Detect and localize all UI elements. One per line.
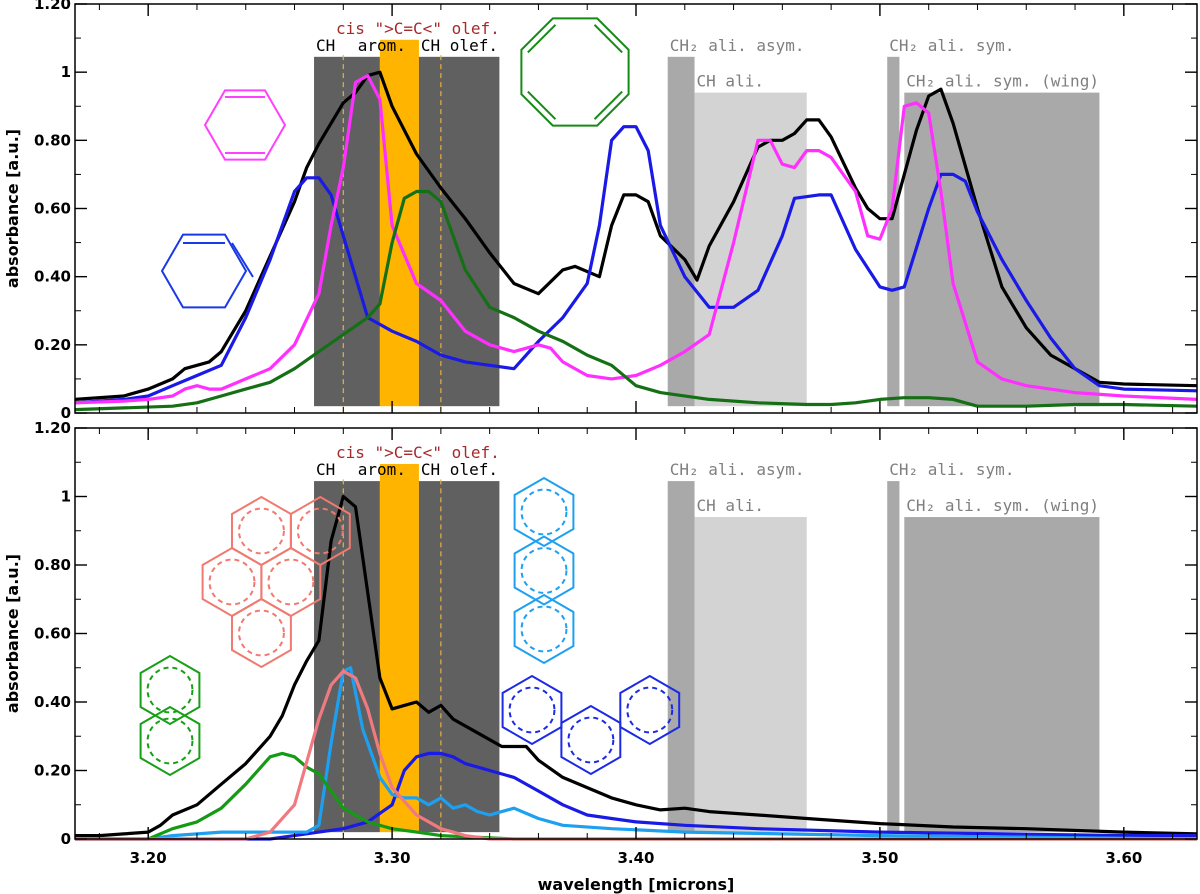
green-naphthalene-icon	[139, 654, 201, 777]
y-tick-label: 1	[61, 488, 71, 506]
olef-annotation: cis ">C=C<" olef.	[336, 443, 500, 462]
y-tick-label: 0	[61, 404, 71, 422]
y-tick-label: 1	[61, 63, 71, 81]
band-label: CH olef.	[421, 460, 498, 479]
x-tick-label: 3.60	[1105, 849, 1142, 867]
band-label: CH olef.	[421, 36, 498, 55]
y-tick-label: 0.60	[34, 625, 71, 643]
y-tick-label: 0	[61, 830, 71, 848]
x-tick-label: 3.50	[861, 849, 898, 867]
series-blue	[74, 125, 1198, 405]
x-tick-label: 3.20	[130, 849, 167, 867]
band-2	[418, 56, 500, 407]
y-tick-label: 1.20	[34, 0, 71, 13]
blue-hexagon-icon	[160, 233, 254, 309]
y-tick-label: 0.60	[34, 200, 71, 218]
band-label: CH ali.	[697, 496, 764, 515]
series-black	[75, 494, 1198, 838]
blue-phenanthrene-icon	[501, 674, 681, 776]
series-black	[74, 70, 1198, 401]
olef-annotation: cis ">C=C<" olef.	[336, 19, 500, 38]
y-axis-label: absorbance [a.u.]	[3, 554, 22, 713]
band-label: arom.	[358, 460, 406, 479]
band-1	[379, 39, 419, 407]
band-4	[694, 517, 807, 833]
salmon-pyrene-icon	[201, 495, 351, 669]
y-tick-label: 1.20	[34, 419, 71, 437]
y-tick-label: 0.80	[34, 556, 71, 574]
x-axis-label: wavelength [microns]	[538, 875, 735, 894]
band-1	[379, 463, 419, 833]
band-5	[887, 56, 900, 407]
series-blue	[75, 751, 1197, 841]
band-label: CH ali.	[697, 72, 764, 91]
band-6	[904, 517, 1100, 833]
chart-panel-bottom: CH arom. CH olef. CH₂ ali. asym. CH ali. CH₂ …	[3, 419, 1198, 894]
x-tick-label: 3.40	[617, 849, 654, 867]
series-salmon	[75, 669, 1197, 841]
band-3	[667, 481, 695, 833]
green-octagon-icon	[520, 17, 630, 127]
y-tick-label: 0.40	[34, 693, 71, 711]
band-label: CH	[316, 36, 335, 55]
series-magenta	[74, 74, 1198, 405]
band-label: CH₂ ali. asym.	[670, 460, 805, 479]
x-tick-label: 3.30	[374, 849, 411, 867]
band-label: CH₂ ali. sym.	[889, 36, 1014, 55]
y-tick-label: 0.40	[34, 268, 71, 286]
pink-hexagon-icon	[203, 89, 287, 161]
y-tick-label: 0.20	[34, 336, 71, 354]
chart-panel-top: CH arom. CH olef. CH₂ ali. asym. CH ali. CH₂ …	[3, 0, 1198, 422]
band-label: CH	[316, 460, 335, 479]
band-label: CH₂ ali. sym. (wing)	[906, 496, 1099, 515]
band-4	[694, 92, 807, 407]
y-tick-label: 0.80	[34, 131, 71, 149]
band-2	[418, 481, 500, 833]
band-5	[887, 481, 900, 833]
band-label: arom.	[358, 36, 406, 55]
y-axis-label: absorbance [a.u.]	[3, 129, 22, 288]
band-0	[314, 56, 380, 407]
cyan-anthracene-icon	[513, 476, 575, 665]
y-tick-label: 0.20	[34, 762, 71, 780]
band-label: CH₂ ali. sym.	[889, 460, 1014, 479]
band-label: CH₂ ali. asym.	[670, 36, 805, 55]
band-6	[904, 92, 1100, 407]
series-green	[74, 189, 1198, 412]
band-label: CH₂ ali. sym. (wing)	[906, 72, 1099, 91]
